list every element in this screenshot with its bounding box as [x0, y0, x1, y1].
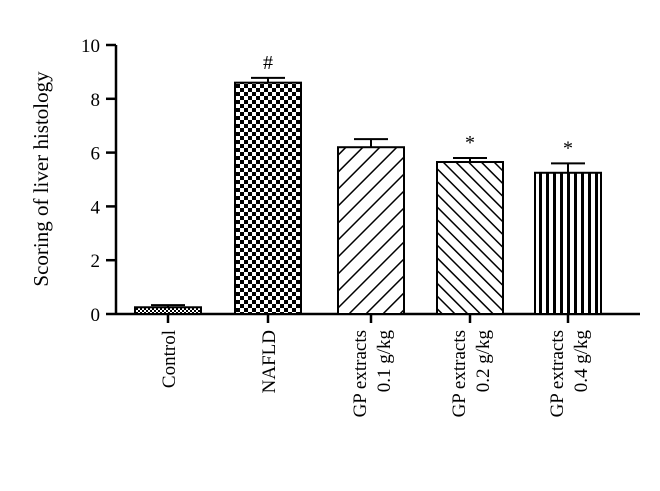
category-label: NAFLD — [259, 330, 280, 393]
y-tick-label: 0 — [91, 305, 101, 326]
category-label: Control — [159, 330, 180, 388]
bar — [534, 171, 602, 315]
category-label: GP extracts — [547, 330, 568, 417]
y-tick-label: 8 — [91, 90, 101, 111]
category-label: GP extracts — [350, 330, 371, 417]
bar — [234, 81, 302, 315]
y-tick-label: 2 — [91, 251, 101, 272]
bar — [337, 146, 405, 315]
bar — [436, 161, 504, 315]
bar — [134, 306, 202, 315]
y-tick-label: 6 — [91, 144, 101, 165]
y-axis-label: Scoring of liver histology — [29, 71, 53, 287]
category-label: 0.1 g/kg — [374, 330, 395, 393]
significance-marker: * — [563, 137, 573, 159]
category-label: GP extracts — [449, 330, 470, 417]
y-tick-label: 10 — [81, 36, 100, 57]
significance-marker: * — [465, 132, 475, 154]
category-label: 0.2 g/kg — [473, 330, 494, 393]
y-tick-label: 4 — [91, 197, 101, 218]
category-label: 0.4 g/kg — [571, 330, 592, 393]
significance-marker: # — [263, 52, 273, 74]
